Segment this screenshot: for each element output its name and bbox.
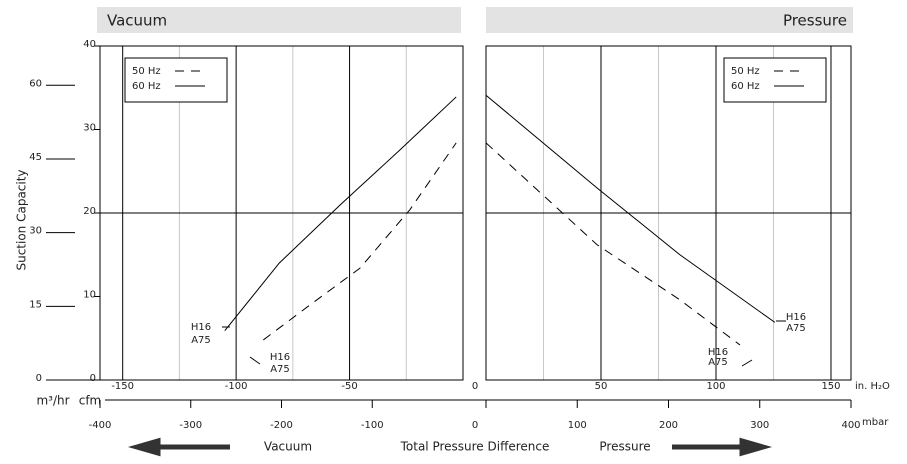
series-line <box>485 94 776 323</box>
annotation: A75 <box>708 357 728 368</box>
annotation: A75 <box>786 323 806 334</box>
pressure-arrow <box>672 437 773 457</box>
annotation: H16 <box>270 352 290 363</box>
x2-tick-label: 0 <box>472 420 478 431</box>
x2-tick-label: 400 <box>841 420 860 431</box>
plot-frame <box>485 45 852 381</box>
annotation: H16 <box>708 347 728 358</box>
y-tick-label: 30 <box>83 123 96 134</box>
series-line <box>485 142 741 346</box>
series-line <box>263 142 457 341</box>
x-tick-label: -150 <box>111 381 134 392</box>
arrow-label: Pressure <box>599 440 650 454</box>
annotation-leader <box>249 356 261 365</box>
y2-tick-label: 15 <box>29 299 42 310</box>
x-tick-label: 100 <box>706 381 725 392</box>
x-unit: in. H₂O <box>855 381 890 392</box>
panel-header <box>97 7 461 33</box>
panel-title: Pressure <box>783 12 847 30</box>
y-unit: cfm <box>79 394 102 408</box>
annotation-leader <box>741 359 753 367</box>
x-tick-label: 0 <box>472 381 478 392</box>
legend-label: 50 Hz <box>731 66 760 77</box>
legend-label: 60 Hz <box>132 81 161 92</box>
legend-label: 50 Hz <box>132 66 161 77</box>
x-tick-label: 150 <box>821 381 840 392</box>
x-tick-label: -100 <box>225 381 248 392</box>
x2-tick-label: 300 <box>750 420 769 431</box>
legend-box <box>723 57 827 103</box>
legend-box <box>124 57 228 103</box>
x2-tick-label: 200 <box>659 420 678 431</box>
x2-tick-label: -100 <box>361 420 384 431</box>
y2-tick-label: 60 <box>29 78 42 89</box>
panel-header <box>486 7 853 33</box>
y-axis-label: Suction Capacity <box>15 169 29 270</box>
y-tick-label: 0 <box>90 373 96 384</box>
y2-tick-label: 30 <box>29 226 42 237</box>
y2-tick-label: 0 <box>36 373 42 384</box>
annotation: H16 <box>191 322 211 333</box>
y-tick-label: 10 <box>83 290 96 301</box>
x2-tick-label: -200 <box>270 420 293 431</box>
panel-title: Vacuum <box>107 12 167 30</box>
x2-tick-label: -300 <box>179 420 202 431</box>
x2-tick-label: -400 <box>89 420 112 431</box>
annotation: A75 <box>270 364 290 375</box>
annotation: A75 <box>191 335 211 346</box>
y-tick-label: 20 <box>83 206 96 217</box>
series-line <box>224 96 457 332</box>
arrow-label: Vacuum <box>264 440 312 454</box>
annotation: H16 <box>786 312 806 323</box>
x-tick-label: 50 <box>595 381 608 392</box>
center-label: Total Pressure Difference <box>400 440 550 454</box>
y-tick-label: 40 <box>83 39 96 50</box>
y2-unit: m³/hr <box>36 394 69 408</box>
vacuum-arrow <box>127 437 230 457</box>
x-tick-label: -50 <box>341 381 357 392</box>
legend-label: 60 Hz <box>731 81 760 92</box>
y2-tick-label: 45 <box>29 152 42 163</box>
x2-unit: mbar <box>862 417 889 428</box>
x2-tick-label: 100 <box>568 420 587 431</box>
